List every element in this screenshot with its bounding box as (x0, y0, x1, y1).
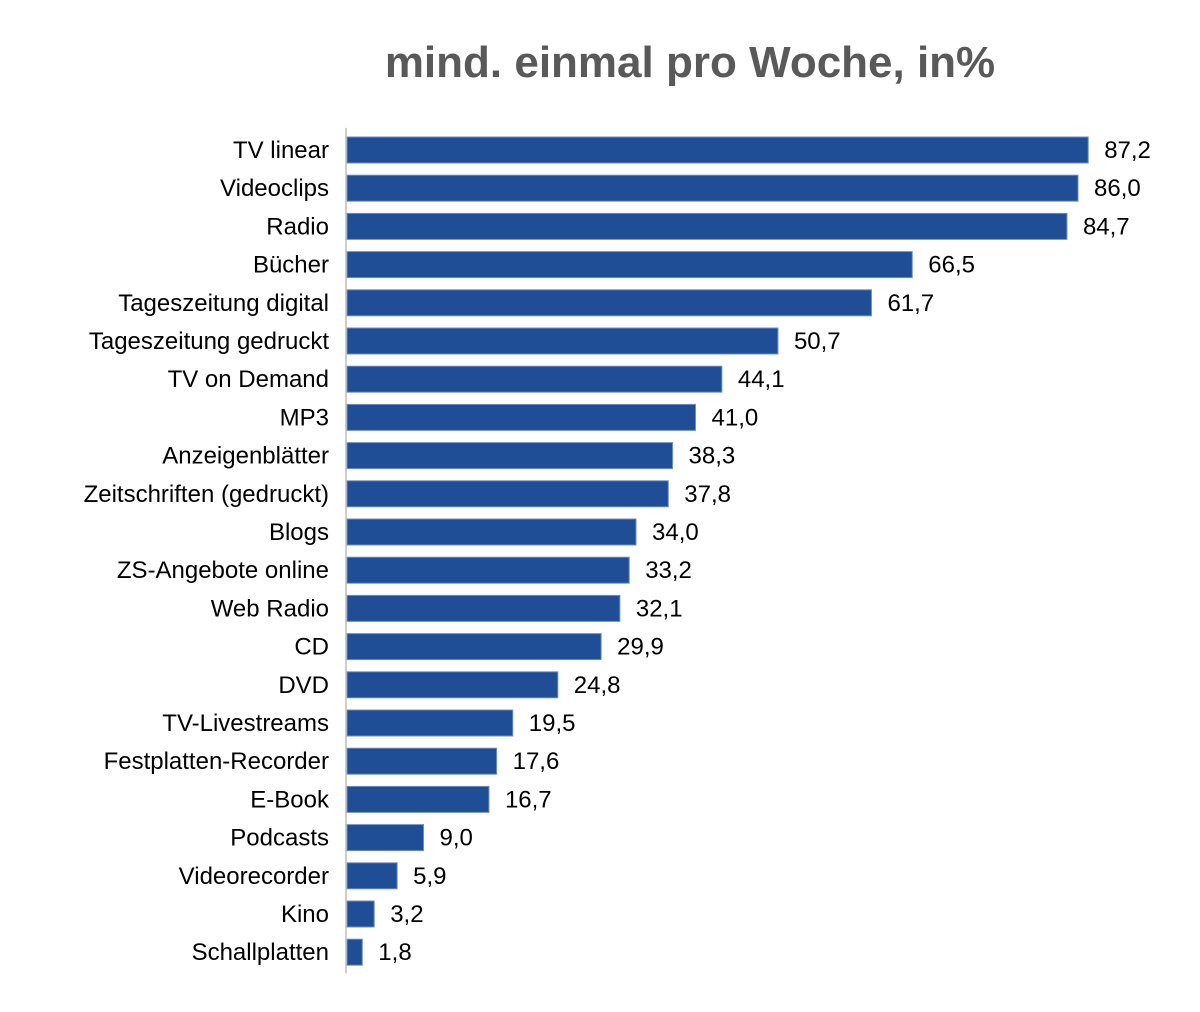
value-label: 9,0 (440, 825, 473, 852)
category-label: Podcasts (230, 825, 329, 852)
bar-0 (346, 136, 1089, 164)
bar-2 (346, 212, 1068, 240)
bar-17 (346, 785, 490, 813)
category-label: MP3 (280, 404, 329, 431)
bar-15 (346, 709, 514, 737)
bar-3 (346, 251, 913, 279)
value-label: 29,9 (617, 634, 664, 661)
value-label: 32,1 (636, 595, 683, 622)
category-label: E-Book (250, 786, 330, 813)
bar-12 (346, 594, 621, 622)
category-label: Anzeigenblätter (162, 443, 329, 470)
category-label: CD (294, 634, 329, 661)
bar-10 (346, 518, 637, 546)
category-label: DVD (278, 672, 329, 699)
bar-14 (346, 671, 559, 699)
bar-13 (346, 633, 602, 661)
value-label: 34,0 (652, 519, 699, 546)
bar-18 (346, 824, 424, 852)
category-label: Tageszeitung gedruckt (89, 328, 329, 355)
value-label: 3,2 (390, 901, 423, 928)
value-label: 84,7 (1083, 213, 1130, 240)
value-label: 66,5 (928, 252, 975, 279)
category-label: Radio (266, 213, 329, 240)
value-label: 38,3 (689, 443, 736, 470)
value-label: 33,2 (645, 557, 692, 584)
value-label: 17,6 (513, 748, 560, 775)
bar-8 (346, 442, 674, 470)
bar-9 (346, 480, 669, 508)
category-label: Videoclips (220, 175, 329, 202)
value-label: 24,8 (574, 672, 621, 699)
value-label: 44,1 (738, 366, 785, 393)
category-label: Zeitschriften (gedruckt) (84, 481, 329, 508)
labels-layer: TV linear 87,2 Videoclips 86,0 Radio 84,7 Büch… (84, 137, 1151, 966)
value-label: 37,8 (684, 481, 731, 508)
category-label: Web Radio (211, 595, 329, 622)
bar-5 (346, 327, 779, 355)
bar-7 (346, 403, 696, 431)
category-label: TV on Demand (168, 366, 329, 393)
category-label: TV-Livestreams (162, 710, 329, 737)
bar-6 (346, 365, 723, 393)
category-label: TV linear (233, 137, 329, 164)
category-label: Bücher (253, 252, 329, 279)
category-label: ZS-Angebote online (117, 557, 329, 584)
bar-20 (346, 900, 375, 928)
bar-4 (346, 289, 872, 317)
bar-11 (346, 556, 630, 584)
category-label: Festplatten-Recorder (104, 748, 329, 775)
value-label: 5,9 (413, 863, 446, 890)
bar-1 (346, 174, 1079, 202)
value-label: 16,7 (505, 786, 552, 813)
value-label: 61,7 (887, 290, 934, 317)
category-label: Schallplatten (192, 939, 329, 966)
bar-19 (346, 862, 398, 890)
bars-layer (346, 136, 1089, 966)
bar-21 (346, 938, 363, 966)
value-label: 19,5 (529, 710, 576, 737)
category-label: Kino (281, 901, 329, 928)
value-label: 1,8 (378, 939, 411, 966)
value-label: 50,7 (794, 328, 841, 355)
value-label: 41,0 (712, 404, 759, 431)
category-label: Videorecorder (179, 863, 329, 890)
value-label: 87,2 (1104, 137, 1151, 164)
bar-16 (346, 747, 498, 775)
value-label: 86,0 (1094, 175, 1141, 202)
category-label: Blogs (269, 519, 329, 546)
category-label: Tageszeitung digital (118, 290, 329, 317)
chart-title: mind. einmal pro Woche, in% (384, 38, 996, 87)
